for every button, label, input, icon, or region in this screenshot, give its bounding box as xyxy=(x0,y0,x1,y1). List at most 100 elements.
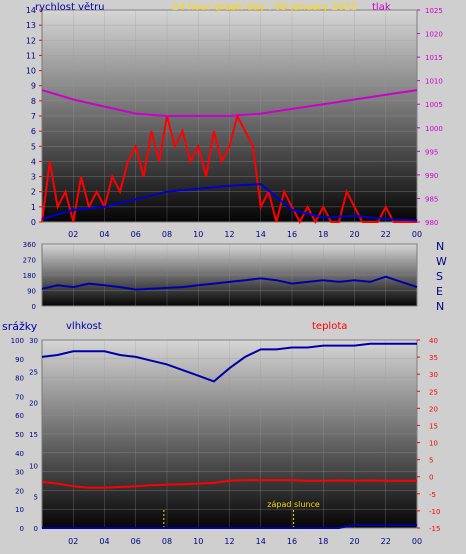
wind-y-tick-label: 10 xyxy=(26,67,36,76)
humidity-y-tick-label: 10 xyxy=(15,506,24,514)
wind-x-tick-label: 12 xyxy=(224,230,234,239)
humidity-y-tick-label: 50 xyxy=(15,431,24,439)
temp-y-tick-label: 20 xyxy=(429,405,438,413)
wind-average-series xyxy=(41,183,418,222)
humidity-y-tick-label: 0 xyxy=(20,525,24,533)
temp-y-tick-label: 0 xyxy=(429,474,433,482)
temperature-series xyxy=(41,479,417,489)
wind-y-tick-label: 0 xyxy=(31,218,36,227)
wind-y-tick-label: 1 xyxy=(31,203,36,212)
temp-y-tick-label: -15 xyxy=(429,525,440,533)
pressure-y-tick-label: 1025 xyxy=(425,7,443,15)
wind-y-tick-label: 3 xyxy=(31,173,36,182)
pressure-y-tick-label: 980 xyxy=(425,219,438,227)
wind-y-tick-label: 2 xyxy=(31,188,36,197)
wind-speed-label: rychlost větru xyxy=(35,2,105,13)
wind-x-tick-label: 20 xyxy=(349,230,359,239)
pressure-y-tick-label: 1015 xyxy=(425,54,443,62)
wind-x-tick-label: 14 xyxy=(256,230,266,239)
direction-W: W xyxy=(436,255,447,268)
humidity-x-tick-label: 14 xyxy=(256,537,266,546)
wind-y-tick-label: 13 xyxy=(26,21,36,30)
direction-y-tick-label: 270 xyxy=(23,257,36,265)
wind-x-tick-label: 18 xyxy=(318,230,328,239)
direction-S: S xyxy=(436,270,443,283)
humidity-x-tick-label: 18 xyxy=(318,537,328,546)
direction-y-tick-label: 180 xyxy=(23,272,36,280)
pressure-y-tick-label: 995 xyxy=(425,148,438,156)
wind-x-tick-label: 22 xyxy=(381,230,391,239)
direction-y-tick-label: 90 xyxy=(27,288,36,296)
rain-y-tick-label: 10 xyxy=(29,462,38,470)
rain-y-tick-label: 15 xyxy=(29,431,38,439)
wind-x-tick-label: 04 xyxy=(99,230,109,239)
temp-y-tick-label: -5 xyxy=(429,491,436,499)
humidity-y-tick-label: 40 xyxy=(15,450,24,458)
humidity-y-tick-label: 60 xyxy=(15,412,24,420)
humidity-x-tick-label: 08 xyxy=(162,537,172,546)
rain-y-tick-label: 25 xyxy=(29,368,38,376)
chart-title: 24 hour graph day : 09 January 2022 xyxy=(172,2,357,13)
rain-y-tick-label: 5 xyxy=(34,494,38,502)
direction-y-tick-label: 0 xyxy=(32,303,36,311)
wind-y-tick-label: 5 xyxy=(31,142,36,151)
humidity-x-tick-label: 20 xyxy=(349,537,359,546)
temp-y-tick-label: -10 xyxy=(429,508,440,516)
humidity-y-tick-label: 20 xyxy=(15,487,24,495)
humidity-x-tick-label: 10 xyxy=(193,537,203,546)
wind-y-tick-label: 12 xyxy=(26,36,36,45)
rain-label: srážky xyxy=(2,320,38,333)
humidity-x-tick-label: 04 xyxy=(99,537,109,546)
direction-E: E xyxy=(436,285,443,298)
temp-y-tick-label: 35 xyxy=(429,354,438,362)
temperature-label: teplota xyxy=(312,321,348,332)
temp-y-tick-label: 5 xyxy=(429,457,433,465)
wind-x-tick-label: 06 xyxy=(131,230,141,239)
wind-x-tick-label: 08 xyxy=(162,230,172,239)
pressure-y-tick-label: 985 xyxy=(425,195,438,203)
wind-y-tick-label: 8 xyxy=(31,97,36,106)
direction-y-tick-label: 360 xyxy=(23,241,36,249)
pressure-y-tick-label: 1010 xyxy=(425,78,443,86)
humidity-x-tick-label: 16 xyxy=(287,537,297,546)
rain-y-tick-label: 20 xyxy=(29,400,38,408)
direction-N-top: N xyxy=(436,240,445,253)
pressure-y-tick-label: 1000 xyxy=(425,125,443,133)
wind-x-tick-label: 02 xyxy=(68,230,78,239)
humidity-x-tick-label: 12 xyxy=(224,537,234,546)
wind-direction-series xyxy=(41,275,418,291)
temp-y-tick-label: 15 xyxy=(429,422,438,430)
pressure-y-tick-label: 1005 xyxy=(425,101,443,109)
pressure-label: tlak xyxy=(372,2,391,13)
wind-y-tick-label: 14 xyxy=(26,6,36,15)
temp-y-tick-label: 30 xyxy=(429,371,438,379)
humidity-y-tick-label: 70 xyxy=(15,393,24,401)
pressure-series xyxy=(41,89,418,117)
humidity-x-tick-label: 00 xyxy=(412,537,422,546)
humidity-y-tick-label: 30 xyxy=(15,469,24,477)
humidity-x-tick-label: 22 xyxy=(381,537,391,546)
wind-x-tick-label: 10 xyxy=(193,230,203,239)
temp-y-tick-label: 25 xyxy=(429,388,438,396)
humidity-x-tick-label: 02 xyxy=(68,537,78,546)
humidity-y-tick-label: 100 xyxy=(11,337,24,345)
rain-y-tick-label: 0 xyxy=(34,525,38,533)
wind-y-tick-label: 7 xyxy=(31,112,36,121)
wind-y-tick-label: 11 xyxy=(26,51,36,60)
temp-y-tick-label: 10 xyxy=(429,440,438,448)
sunset-label: západ slunce xyxy=(267,500,320,509)
pressure-y-tick-label: 990 xyxy=(425,172,438,180)
wind-y-tick-label: 4 xyxy=(31,157,36,166)
temp-y-tick-label: 40 xyxy=(429,337,438,345)
humidity-label: vlhkost xyxy=(66,321,102,332)
wind-y-tick-label: 6 xyxy=(31,127,36,136)
pressure-y-tick-label: 1020 xyxy=(425,31,443,39)
wind-y-tick-label: 9 xyxy=(31,82,36,91)
humidity-y-tick-label: 90 xyxy=(15,356,24,364)
rain-series xyxy=(42,523,417,529)
direction-N-bottom: N xyxy=(436,300,445,313)
wind-x-tick-label: 16 xyxy=(287,230,297,239)
humidity-y-tick-label: 80 xyxy=(15,375,24,383)
humidity-series xyxy=(41,342,417,383)
